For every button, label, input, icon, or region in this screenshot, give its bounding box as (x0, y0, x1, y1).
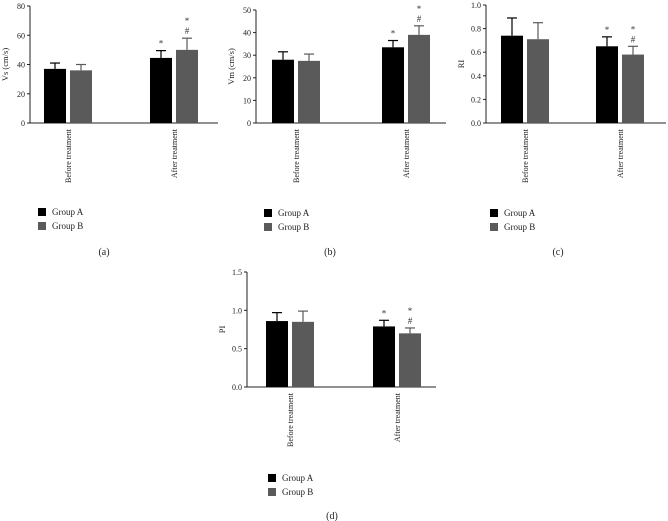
legend-label: Group A (504, 208, 536, 218)
legend-swatch (264, 209, 272, 217)
y-tick-label: 0.0 (232, 383, 242, 392)
x-tick-label: After treatment (170, 128, 179, 178)
significance-marker: # (631, 34, 636, 44)
bar (622, 54, 644, 124)
y-tick-label: 10 (243, 96, 251, 105)
legend-swatch (38, 208, 46, 216)
legend-swatch (490, 223, 498, 231)
x-tick-label: After treatment (616, 128, 625, 178)
significance-marker: * (159, 39, 164, 49)
y-tick-label: 0.5 (232, 345, 242, 354)
significance-marker: * (408, 306, 413, 316)
legend-swatch (490, 209, 498, 217)
y-axis-label: RI (456, 60, 466, 69)
significance-marker: # (185, 26, 190, 36)
y-axis-label: Vm (cm/s) (226, 48, 236, 85)
legend-swatch (264, 223, 272, 231)
y-tick-label: 0 (247, 119, 251, 128)
y-tick-label: 0.0 (471, 119, 481, 128)
x-tick-label: Before treatment (64, 128, 73, 183)
significance-marker: * (631, 24, 636, 34)
bar (298, 60, 320, 123)
y-tick-label: 0 (21, 119, 25, 128)
legend-label: Group A (282, 473, 314, 483)
legend-label: Group B (282, 487, 313, 497)
bar (176, 49, 198, 123)
bar (399, 333, 421, 387)
panel-label: (b) (324, 247, 336, 258)
significance-marker: * (417, 4, 422, 14)
bar (70, 70, 92, 123)
bar (382, 47, 404, 123)
legend-label: Group A (52, 207, 84, 217)
x-tick-label: After treatment (402, 128, 411, 178)
significance-marker: # (417, 14, 422, 24)
y-tick-label: 0.4 (471, 72, 481, 81)
y-axis-label: PI (217, 326, 227, 334)
panel-label: (c) (552, 247, 563, 258)
y-tick-label: 30 (243, 51, 251, 60)
y-tick-label: 1.5 (232, 268, 242, 277)
significance-marker: * (391, 29, 396, 39)
legend-label: Group A (278, 208, 310, 218)
legend-label: Group B (278, 222, 309, 232)
y-tick-label: 0.6 (471, 48, 481, 57)
x-tick-label: Before treatment (286, 392, 295, 447)
y-tick-label: 20 (17, 90, 25, 99)
significance-marker: * (382, 308, 387, 318)
bar (266, 321, 288, 387)
y-tick-label: 80 (17, 2, 25, 11)
significance-marker: * (605, 25, 610, 35)
bar (292, 321, 314, 387)
y-tick-label: 60 (17, 31, 25, 40)
significance-marker: * (185, 16, 190, 26)
y-tick-label: 0.2 (471, 95, 481, 104)
legend-label: Group B (504, 222, 535, 232)
bar (408, 34, 430, 123)
panel-label: (d) (326, 511, 338, 521)
bar (501, 35, 523, 123)
x-tick-label: After treatment (393, 392, 402, 442)
bar (527, 39, 549, 123)
y-tick-label: 40 (17, 61, 25, 70)
y-tick-label: 20 (243, 74, 251, 83)
bar (373, 326, 395, 387)
legend-swatch (268, 488, 276, 496)
legend-label: Group B (52, 221, 83, 231)
y-tick-label: 1.0 (232, 306, 242, 315)
bar (150, 57, 172, 124)
y-tick-label: 1.0 (471, 1, 481, 10)
legend-swatch (268, 474, 276, 482)
bar (272, 59, 294, 123)
y-tick-label: 40 (243, 29, 251, 38)
legend-swatch (38, 222, 46, 230)
significance-marker: # (408, 316, 413, 326)
bar (44, 68, 66, 123)
y-axis-label: Vs (cm/s) (0, 48, 10, 81)
y-tick-label: 0.8 (471, 25, 481, 34)
x-tick-label: Before treatment (292, 128, 301, 183)
bar (596, 46, 618, 123)
panel-label: (a) (98, 247, 109, 258)
x-tick-label: Before treatment (521, 128, 530, 183)
y-tick-label: 50 (243, 6, 251, 15)
